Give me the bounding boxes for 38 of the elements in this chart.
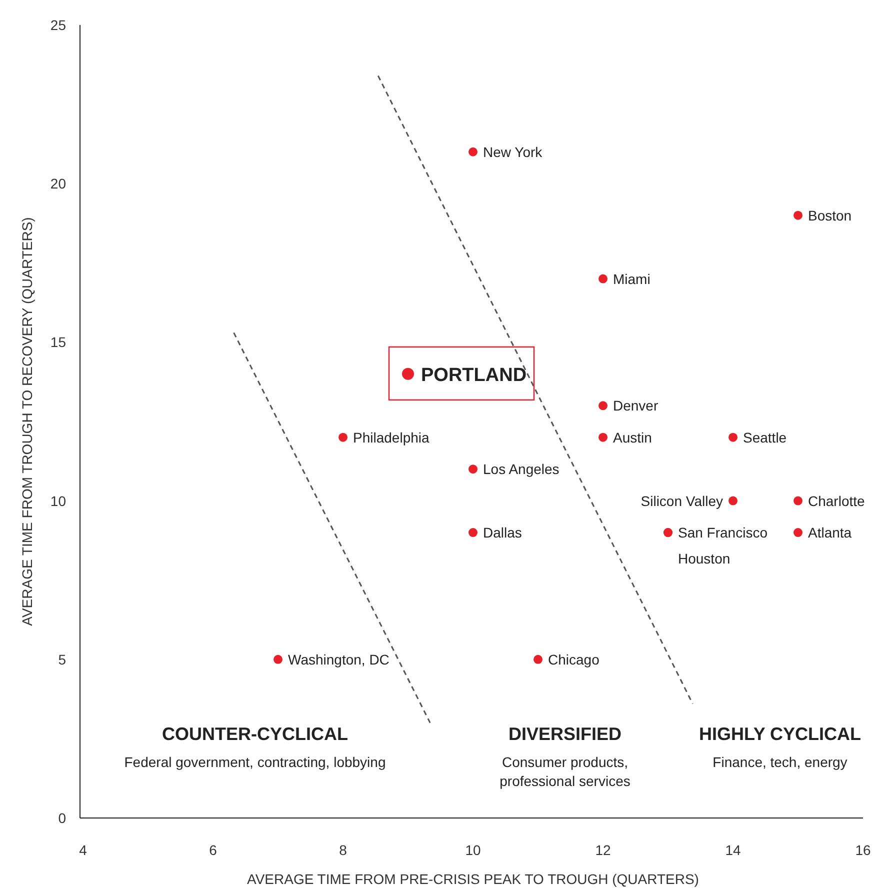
y-tick-label: 10 xyxy=(50,492,66,509)
annotation: Denver xyxy=(613,398,658,414)
x-tick-label: 14 xyxy=(725,842,741,858)
annotation: Dallas xyxy=(483,524,522,541)
annotation: Houston xyxy=(678,550,730,567)
y-tick-label: 0 xyxy=(58,810,66,826)
annotation: Federal government, contracting, lobbying xyxy=(124,754,386,770)
x-tick-label: 8 xyxy=(339,842,348,858)
x-tick-label: 6 xyxy=(209,842,218,858)
y-tick-label: 20 xyxy=(50,176,66,192)
annotation: PORTLAND xyxy=(421,364,527,386)
annotation: Atlanta xyxy=(808,524,852,541)
annotation: New York xyxy=(483,144,544,160)
x-tick-label: 16 xyxy=(855,842,871,858)
y-tick-label: 15 xyxy=(50,334,66,350)
annotation: Charlotte xyxy=(808,492,866,509)
y-axis-title: AVERAGE TIME FROM TROUGH TO RECOVERY (QUARTERS) xyxy=(19,217,35,626)
annotation: COUNTER-CYCLICAL xyxy=(162,724,348,744)
y-tick-label: 5 xyxy=(58,651,66,668)
annotation: Washington, DC xyxy=(288,651,390,668)
annotation: Consumer products, professional services xyxy=(500,754,630,789)
x-tick-label: 12 xyxy=(595,842,611,858)
annotation: Finance, tech, energy xyxy=(712,754,848,770)
annotation: Philadelphia xyxy=(353,429,430,446)
y-tick-label: 25 xyxy=(50,17,66,33)
annotation: Austin xyxy=(613,429,652,446)
x-tick-label: 4 xyxy=(79,842,88,858)
x-axis-title: AVERAGE TIME FROM PRE-CRISIS PEAK TO TROUGH (QUARTERS) xyxy=(247,871,699,887)
x-tick-label: 10 xyxy=(465,842,481,858)
annotation: Boston xyxy=(808,207,852,224)
annotation: Los Angeles xyxy=(483,461,560,478)
annotation: HIGHLY CYCLICAL xyxy=(698,724,862,744)
annotation: San Francisco xyxy=(678,524,768,541)
annotation: Chicago xyxy=(548,651,600,668)
annotation: Miami xyxy=(613,270,650,287)
annotation: Seattle xyxy=(743,429,787,446)
annotation: DIVERSIFIED xyxy=(508,724,622,744)
annotation: Silicon Valley xyxy=(640,492,723,509)
